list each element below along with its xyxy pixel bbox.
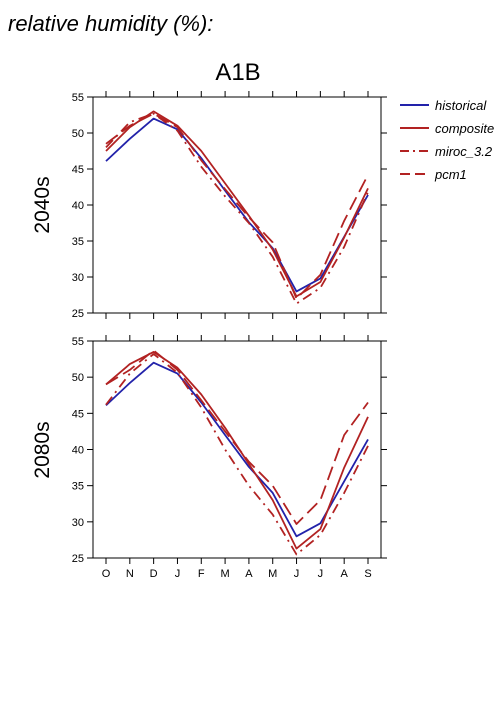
x-tick-label: S xyxy=(364,568,371,580)
series-line-historical xyxy=(105,117,369,293)
period-label-2080s: 2080s xyxy=(31,421,54,478)
x-tick-label: J xyxy=(294,568,300,580)
legend-label: miroc_3.2 xyxy=(435,144,493,159)
x-tick-label: A xyxy=(341,568,349,580)
x-tick-label: A xyxy=(245,568,253,580)
legend-label: historical xyxy=(435,98,487,113)
y-tick-label: 55 xyxy=(72,92,84,104)
y-tick-label: 30 xyxy=(72,517,84,529)
period-label-2040s: 2040s xyxy=(31,176,54,233)
y-tick-label: 50 xyxy=(72,372,84,384)
y-tick-label: 40 xyxy=(72,445,84,457)
series-line-miroc_3.2 xyxy=(105,353,369,556)
x-tick-label: N xyxy=(126,568,134,580)
y-tick-label: 30 xyxy=(72,272,84,284)
panel-2040s: 25 30 35 40 45 50 55 xyxy=(72,91,387,320)
series-line-miroc_3.2 xyxy=(105,112,369,305)
series-line-pcm1 xyxy=(105,349,369,525)
x-tick-label: M xyxy=(268,568,277,580)
series-line-composite xyxy=(105,110,369,298)
scenario-label: A1B xyxy=(215,59,260,86)
series-line-pcm1 xyxy=(105,112,369,300)
panels: 25 30 35 40 45 50 55 25 30 35 40 45 50 55 O N D J F M A M J J A S xyxy=(72,91,387,580)
figure-title: relative humidity (%): xyxy=(8,11,213,36)
y-tick-label: 35 xyxy=(72,481,84,493)
y-tick-label: 45 xyxy=(72,408,84,420)
y-tick-label: 40 xyxy=(72,200,84,212)
y-tick-label: 35 xyxy=(72,236,84,248)
x-tick-label: F xyxy=(198,568,205,580)
y-tick-label: 45 xyxy=(72,164,84,176)
x-tick-label: J xyxy=(175,568,181,580)
series-line-historical xyxy=(105,361,369,538)
y-tick-label: 55 xyxy=(72,336,84,348)
y-tick-label: 25 xyxy=(72,308,84,320)
y-tick-label: 25 xyxy=(72,553,84,565)
legend: historical composite miroc_3.2 pcm1 xyxy=(400,98,494,182)
x-tick-label: O xyxy=(102,568,111,580)
y-tick-label: 50 xyxy=(72,128,84,140)
x-tick-label: D xyxy=(150,568,158,580)
x-tick-label: M xyxy=(221,568,230,580)
legend-label: composite xyxy=(435,121,494,136)
panel-2080s: 25 30 35 40 45 50 55 O N D J F M A M J J A S xyxy=(72,335,387,580)
x-tick-label: J xyxy=(318,568,324,580)
legend-label: pcm1 xyxy=(434,167,467,182)
